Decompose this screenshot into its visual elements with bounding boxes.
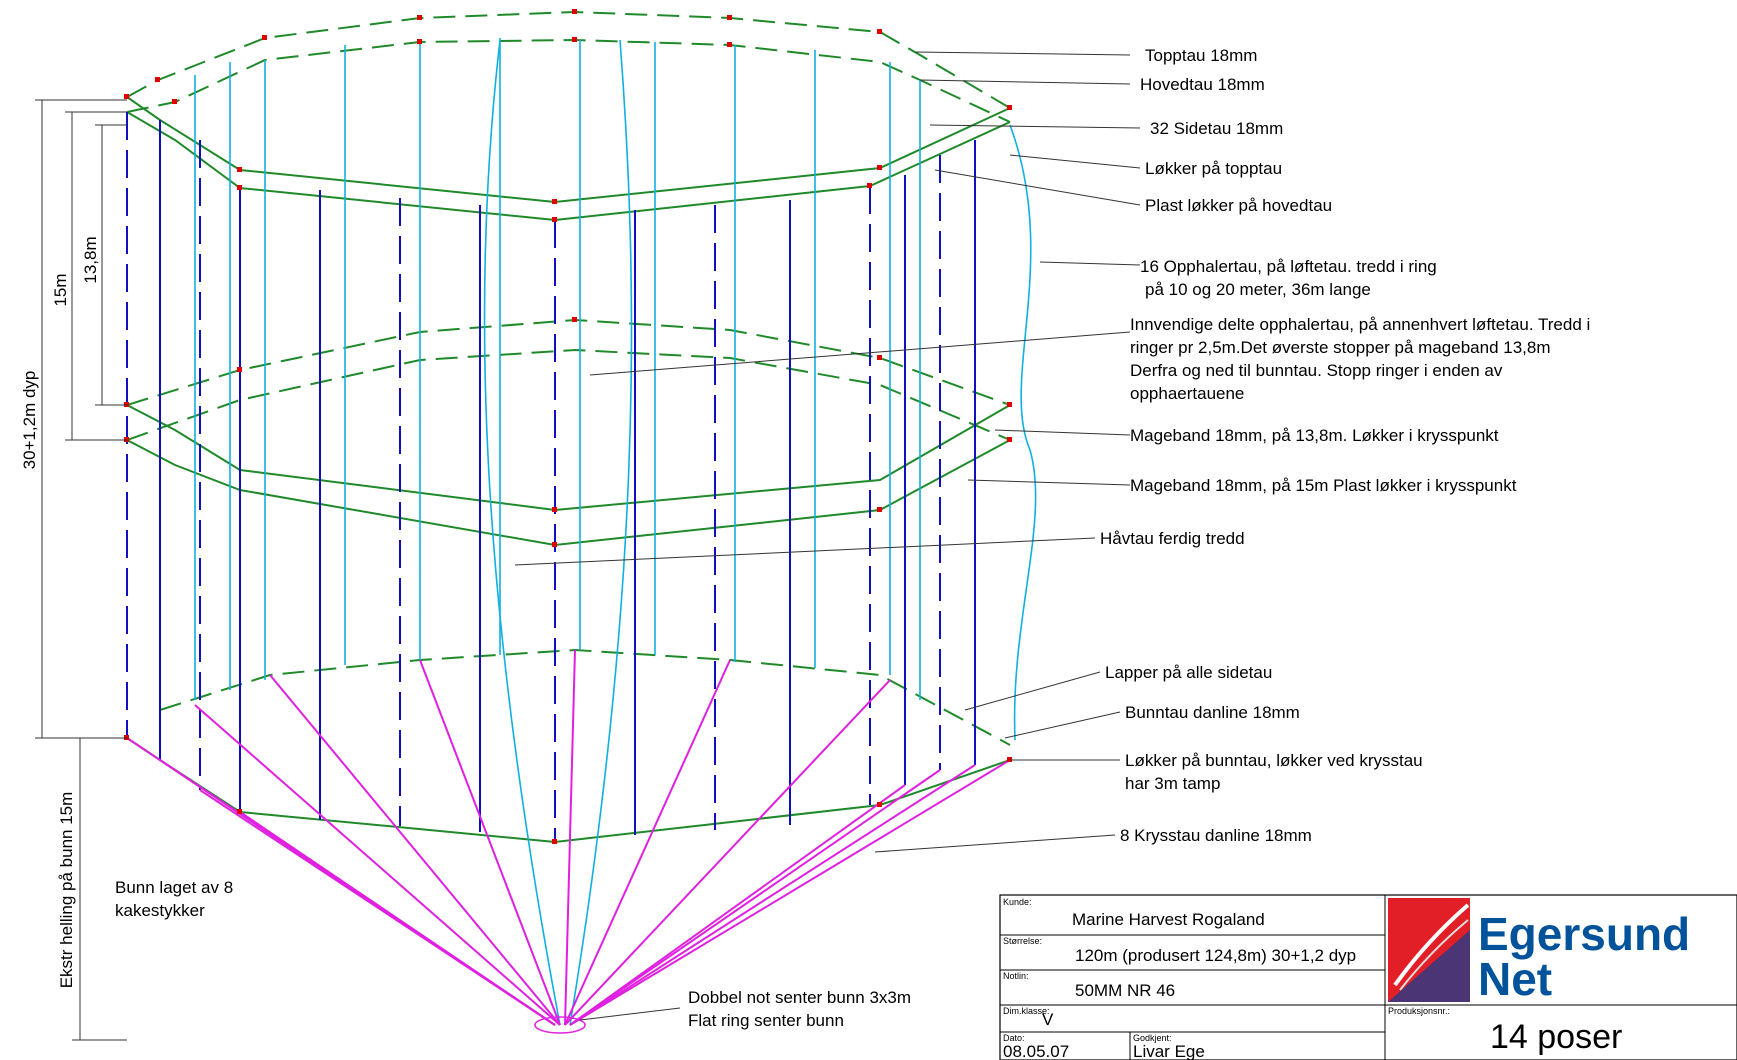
- main-rope: [126, 38, 1011, 123]
- tb-net: 50MM NR 46: [1075, 981, 1175, 1000]
- callout-bottom-rope: Bunntau danline 18mm: [1125, 703, 1300, 722]
- center-bottom-ring: [534, 1016, 586, 1034]
- egersund-logo-icon: [1388, 898, 1470, 1002]
- lift-rope-curve-2: [569, 39, 633, 1026]
- callout-bottom-loops-1: Løkker på bunntau, løkker ved krysstau: [1125, 751, 1423, 770]
- callout-patches: Lapper på alle sidetau: [1105, 663, 1272, 682]
- belly-band-15-front: [126, 439, 1011, 547]
- callout-havtau: Håvtau ferdig tredd: [1100, 529, 1245, 548]
- dim-slope: Ekstr helling på bunn 15m: [57, 792, 76, 989]
- note-bottom-1: Bunn laget av 8: [115, 878, 233, 897]
- callout-top-rope: Topptau 18mm: [1145, 46, 1257, 65]
- belly-band-15: [126, 348, 1011, 441]
- callout-inner-ropes-3: Derfra og ned til bunntau. Stopp ringer …: [1130, 361, 1503, 380]
- callout-side-ropes: 32 Sidetau 18mm: [1150, 119, 1283, 138]
- front-top-rope: [126, 96, 1011, 204]
- callout-inner-ropes-2: ringer pr 2,5m.Det øverste stopper på ma…: [1130, 338, 1551, 357]
- dimension-lines: [35, 99, 127, 1041]
- callout-inner-ropes-1: Innvendige delte opphalertau, på annenhv…: [1130, 315, 1590, 334]
- callout-belly-band-15: Mageband 18mm, på 15m Plast løkker i kry…: [1130, 476, 1517, 495]
- callout-loops-top-rope: Løkker på topptau: [1145, 159, 1282, 178]
- top-rope: [126, 10, 1011, 109]
- note-center-2: Flat ring senter bunn: [688, 1011, 844, 1030]
- callout-belly-band-13-8: Mageband 18mm, på 13,8m. Løkker i kryssp…: [1130, 426, 1499, 445]
- dim-total-depth: 30+1,2m dyp: [20, 371, 39, 470]
- callout-cross-ropes: 8 Krysstau danline 18mm: [1120, 826, 1312, 845]
- back-side-ropes: [194, 38, 921, 700]
- dim-13-8m: 13,8m: [81, 236, 100, 283]
- tb-date: 08.05.07: [1003, 1042, 1069, 1060]
- callout-main-rope: Hovedtau 18mm: [1140, 75, 1265, 94]
- rope-markers: [124, 9, 1012, 844]
- brand-name-line2: Net: [1478, 953, 1552, 1005]
- tb-size: 120m (produsert 124,8m) 30+1,2 dyp: [1075, 946, 1356, 965]
- tb-customer-label: Kunde:: [1003, 897, 1032, 907]
- callout-inner-ropes-4: opphaertauene: [1130, 384, 1244, 403]
- tb-class: V: [1042, 1010, 1054, 1029]
- title-block: Kunde: Marine Harvest Rogaland Størrelse…: [999, 894, 1737, 1060]
- tb-date-label: Dato:: [1003, 1033, 1025, 1043]
- cross-ropes: [126, 649, 1011, 1026]
- belly-band-13-8: [126, 318, 1011, 406]
- callout-plastic-loops: Plast løkker på hovedtau: [1145, 196, 1332, 215]
- tb-class-label: Dim.klasse:: [1003, 1006, 1050, 1016]
- tb-production: 14 poser: [1490, 1018, 1622, 1056]
- brand-name-line1: Egersund: [1478, 908, 1690, 960]
- lift-rope-curve-3: [1009, 124, 1037, 741]
- callout-bottom-loops-2: har 3m tamp: [1125, 774, 1220, 793]
- lift-rope-curve-1: [483, 39, 561, 1026]
- tb-approved-label: Godkjent:: [1133, 1033, 1172, 1043]
- tb-customer: Marine Harvest Rogaland: [1072, 910, 1265, 929]
- note-bottom-2: kakestykker: [115, 901, 205, 920]
- tb-net-label: Notlin:: [1003, 971, 1029, 981]
- note-center-1: Dobbel not senter bunn 3x3m: [688, 988, 911, 1007]
- callout-haul-ropes-2: på 10 og 20 meter, 36m lange: [1145, 280, 1371, 299]
- tb-production-label: Produksjonsnr.:: [1388, 1006, 1450, 1016]
- callout-haul-ropes-1: 16 Opphalertau, på løftetau. tredd i rin…: [1140, 257, 1437, 276]
- tb-approved: Livar Ege: [1133, 1042, 1205, 1060]
- callouts: Topptau 18mm Hovedtau 18mm 32 Sidetau 18…: [1100, 46, 1590, 845]
- net-structure: [124, 9, 1037, 1034]
- front-main-rope: [126, 111, 1011, 222]
- tb-size-label: Størrelse:: [1003, 936, 1042, 946]
- callout-leaders: [514, 51, 1141, 1021]
- dim-15m: 15m: [51, 273, 70, 306]
- side-ropes: [126, 112, 976, 842]
